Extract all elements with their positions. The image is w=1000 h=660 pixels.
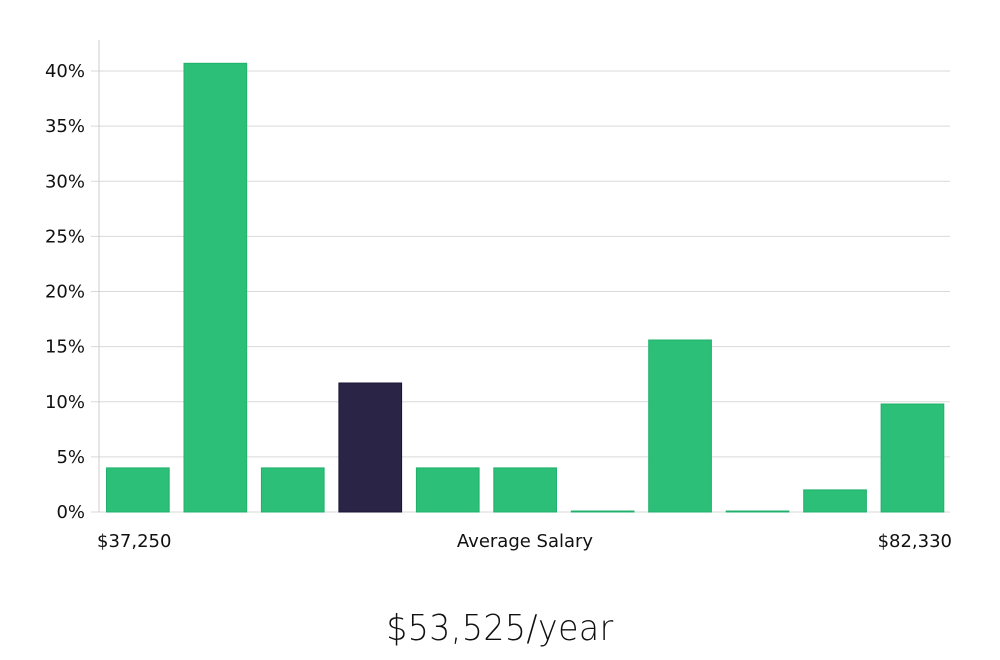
- bar: [106, 467, 170, 513]
- bars: [106, 62, 945, 513]
- x-min-label: $37,250: [97, 531, 171, 552]
- y-tick-label: 15%: [45, 337, 85, 358]
- bar: [493, 467, 557, 513]
- bar: [570, 510, 635, 513]
- salary-histogram: $37,250 Average Salary $82,330 0% 5% 10% 15…: [45, 40, 952, 552]
- bar: [880, 403, 945, 513]
- bar: [183, 62, 248, 513]
- bar: [415, 467, 480, 513]
- y-tick-label: 35%: [45, 116, 85, 137]
- axis-labels: $37,250 Average Salary $82,330 0% 5% 10% 15…: [45, 61, 952, 552]
- y-tick-label: 20%: [45, 282, 85, 303]
- y-tick-label: 0%: [56, 502, 85, 523]
- bar: [648, 339, 712, 513]
- y-tick-label: 40%: [45, 61, 85, 82]
- average-salary-headline: $53,525/year: [386, 608, 614, 649]
- bar: [803, 489, 867, 513]
- bar-highlighted: [338, 382, 403, 513]
- y-tick-label: 10%: [45, 392, 85, 413]
- x-axis-title: Average Salary: [457, 531, 594, 552]
- bar: [260, 467, 325, 513]
- bar: [725, 510, 790, 513]
- y-tick-label: 30%: [45, 171, 85, 192]
- y-tick-label: 5%: [56, 447, 85, 468]
- x-max-label: $82,330: [878, 531, 952, 552]
- y-tick-label: 25%: [45, 226, 85, 247]
